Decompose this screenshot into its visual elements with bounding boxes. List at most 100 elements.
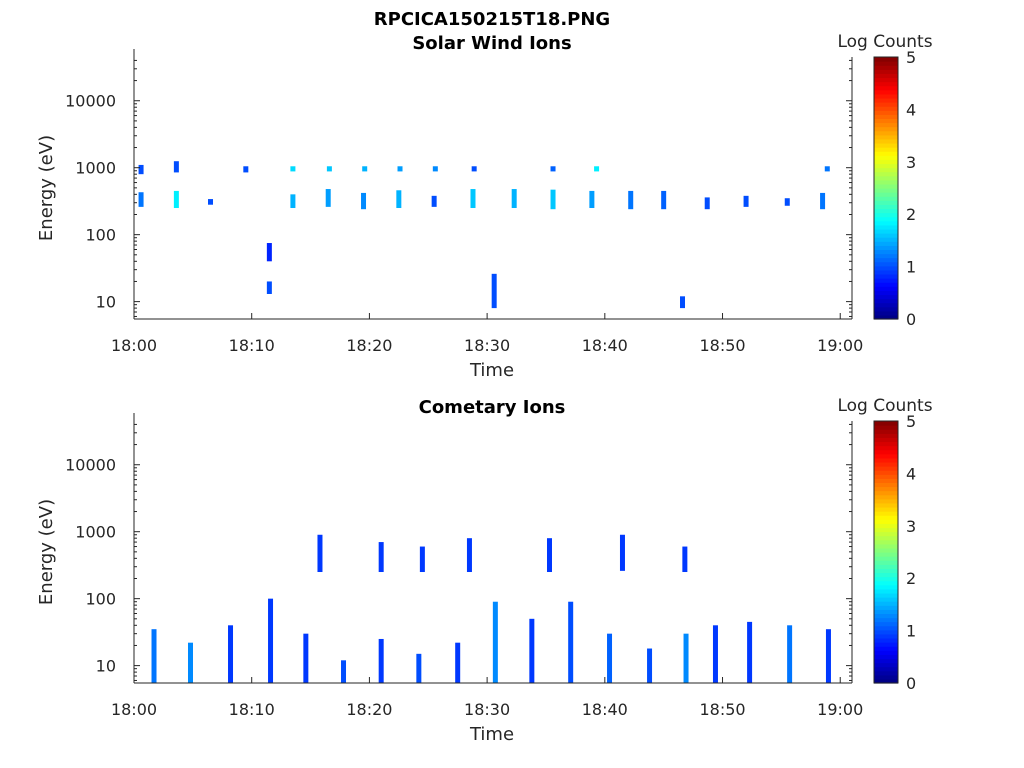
colorbar-swatch bbox=[874, 662, 898, 668]
colorbar-swatch bbox=[874, 621, 898, 627]
colorbar-swatch bbox=[874, 527, 898, 533]
x-tick-label: 18:10 bbox=[229, 336, 275, 355]
colorbar-swatch bbox=[874, 511, 898, 516]
colorbar-swatch bbox=[874, 138, 898, 144]
band-mark bbox=[470, 189, 476, 209]
colorbar-swatch bbox=[874, 130, 898, 136]
band-mark bbox=[362, 166, 368, 172]
band-mark bbox=[187, 642, 193, 683]
band-mark bbox=[325, 189, 331, 207]
colorbar-tick-label: 0 bbox=[906, 674, 916, 693]
colorbar-swatch bbox=[874, 609, 898, 615]
colorbar-swatch bbox=[874, 269, 898, 275]
colorbar-swatch bbox=[874, 588, 898, 594]
colorbar-swatch bbox=[874, 302, 898, 308]
colorbar-swatch bbox=[874, 547, 898, 553]
band-mark bbox=[326, 166, 332, 172]
panel-solar-wind-ions: Solar Wind Ions 18:00 18:10 18:20 18:30 18:4… bbox=[36, 32, 933, 381]
colorbar-swatch bbox=[874, 192, 898, 197]
band-mark bbox=[290, 194, 296, 209]
colorbar-swatch bbox=[874, 457, 898, 463]
colorbar-swatch bbox=[874, 445, 898, 451]
colorbar-tick-label: 3 bbox=[906, 517, 916, 536]
colorbar-swatch bbox=[874, 81, 898, 87]
colorbar-swatch bbox=[874, 482, 898, 488]
band-mark bbox=[455, 642, 461, 683]
colorbar-swatch bbox=[874, 490, 898, 496]
band-mark bbox=[743, 195, 749, 207]
colorbar-swatch bbox=[874, 437, 898, 443]
band-mark bbox=[589, 190, 595, 209]
x-tick-label: 18:00 bbox=[111, 336, 157, 355]
colorbar-swatch bbox=[874, 560, 898, 565]
band-mark bbox=[682, 546, 688, 573]
x-tick-label: 18:20 bbox=[346, 336, 392, 355]
band-mark bbox=[341, 660, 347, 683]
band-mark bbox=[647, 648, 653, 683]
band-mark bbox=[787, 625, 793, 683]
axes: 18:00 18:10 18:20 18:30 18:40 18:50 19:00 10 100… bbox=[65, 413, 863, 719]
band-mark bbox=[568, 601, 574, 683]
band-mark bbox=[396, 190, 402, 209]
band-mark bbox=[825, 629, 831, 683]
band-mark bbox=[138, 192, 144, 207]
x-tick-label: 18:40 bbox=[582, 336, 628, 355]
colorbar-swatch bbox=[874, 73, 898, 79]
x-tick-label: 18:30 bbox=[464, 336, 510, 355]
colorbar-swatch bbox=[874, 265, 898, 271]
colorbar-swatch bbox=[874, 654, 898, 660]
colorbar-tick-label: 1 bbox=[906, 622, 916, 641]
x-tick-label: 19:00 bbox=[817, 336, 863, 355]
colorbar-swatch bbox=[874, 261, 898, 267]
band-mark bbox=[378, 542, 384, 573]
colorbar-swatch bbox=[874, 245, 898, 251]
x-tick-label: 18:50 bbox=[699, 336, 745, 355]
colorbar-swatch bbox=[874, 531, 898, 537]
colorbar-swatch bbox=[874, 204, 898, 210]
band-mark bbox=[173, 161, 179, 173]
colorbar-swatch bbox=[874, 126, 898, 132]
band-mark bbox=[594, 166, 600, 172]
colorbar-tick-label: 5 bbox=[906, 48, 916, 67]
colorbar-swatch bbox=[874, 515, 898, 520]
colorbar-frame bbox=[873, 420, 899, 684]
colorbar-swatch bbox=[874, 470, 898, 475]
colorbar-swatch bbox=[874, 97, 898, 103]
colorbar-swatch bbox=[874, 61, 898, 66]
colorbar-label: Log Counts bbox=[837, 396, 932, 416]
colorbar-swatch bbox=[874, 167, 898, 173]
colorbar-swatch bbox=[874, 674, 898, 680]
band-mark bbox=[661, 190, 667, 210]
x-tick-label: 18:30 bbox=[464, 700, 510, 719]
colorbar-swatch bbox=[874, 453, 898, 459]
colorbar-swatch bbox=[874, 584, 898, 590]
colorbar-swatch bbox=[874, 200, 898, 205]
colorbar-swatch bbox=[874, 57, 898, 62]
band-mark bbox=[151, 629, 157, 683]
colorbar-swatch bbox=[874, 637, 898, 643]
band-mark bbox=[704, 197, 710, 210]
colorbar-swatch bbox=[874, 155, 898, 160]
x-axis-label: Time bbox=[469, 724, 514, 745]
colorbar-tick-label: 1 bbox=[906, 258, 916, 277]
colorbar-tick-label: 2 bbox=[906, 205, 916, 224]
spectrogram-marks bbox=[138, 161, 830, 309]
figure-title: RPCICA150215T18.PNG bbox=[374, 9, 610, 30]
colorbar-swatch bbox=[874, 306, 898, 312]
colorbar-swatch bbox=[874, 601, 898, 606]
x-tick-label: 18:00 bbox=[111, 700, 157, 719]
colorbar-swatch bbox=[874, 294, 898, 300]
band-mark bbox=[546, 538, 552, 573]
colorbar-swatch bbox=[874, 102, 898, 107]
colorbar-swatch bbox=[874, 502, 898, 508]
colorbar-swatch bbox=[874, 77, 898, 83]
colorbar-swatch bbox=[874, 122, 898, 128]
colorbar-swatch bbox=[874, 237, 898, 242]
band-mark bbox=[173, 190, 179, 209]
colorbar-swatch bbox=[874, 506, 898, 512]
y-tick-label: 10 bbox=[96, 657, 116, 676]
band-mark bbox=[228, 625, 234, 683]
x-tick-label: 19:00 bbox=[817, 700, 863, 719]
spectrogram-marks bbox=[151, 534, 831, 683]
